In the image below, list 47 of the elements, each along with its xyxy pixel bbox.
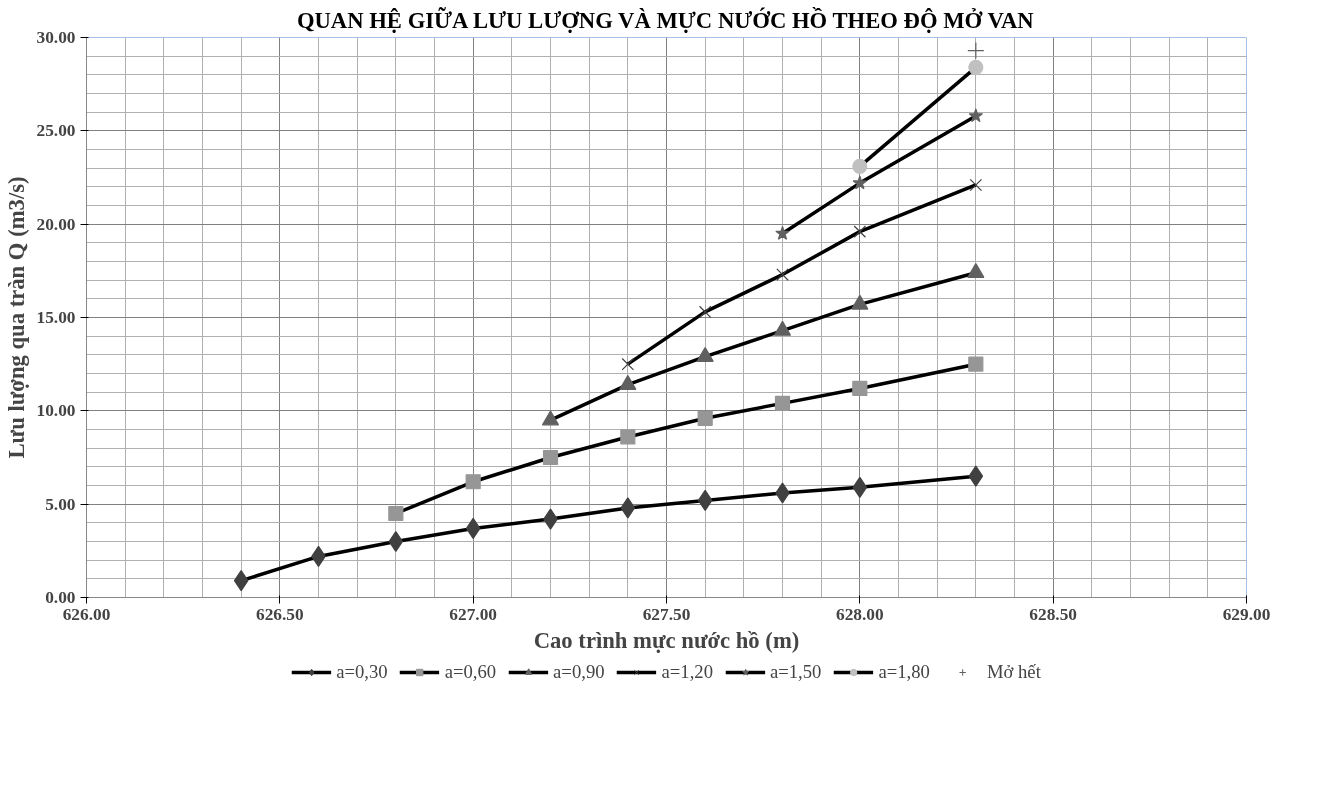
point [698,305,712,319]
chart-title: QUAN HỆ GIỮA LƯU LƯỢNG VÀ MỰC NƯỚC HỒ THEO ĐỘ MỞ VAN [296,6,1035,33]
point [465,474,481,490]
point [852,158,868,174]
x-axis-title: Cao trình mực nước hồ (m) [533,627,800,653]
point [852,476,868,498]
point [620,429,636,445]
legend-label: a=1,80 [878,661,930,683]
y-tick-label: 5.00 [45,494,76,514]
x-tick-label: 628.50 [1029,604,1077,624]
legend-label: a=0,30 [336,661,388,683]
point [968,59,984,75]
legend-label: a=1,50 [769,661,822,683]
point [621,357,635,371]
point [776,268,789,281]
point [968,108,984,123]
x-tick-label: 627.00 [449,604,497,624]
x-tick-label: 628.00 [836,604,884,624]
y-tick-label: 20.00 [36,214,76,234]
y-axis-title: Lưu lượng qua tràn Q (m3/s) [3,176,29,459]
point [542,449,559,466]
point [853,225,867,238]
legend-label: a=0,60 [444,661,497,683]
point [775,225,790,240]
legend-label: a=1,20 [661,661,713,683]
point [697,410,713,426]
x-tick-label: 626.00 [62,604,111,624]
point [967,41,985,60]
y-tick-label: 15.00 [36,308,76,327]
y-tick-label: 10.00 [36,401,76,421]
y-tick-label: 25.00 [36,121,76,141]
point [968,356,984,372]
y-tick-label: 30.00 [36,28,76,47]
point [233,570,249,592]
legend-label: Mở hết [986,661,1041,683]
x-tick-label: 629.00 [1222,604,1271,624]
point [852,380,868,397]
x-tick-label: 627.50 [642,604,691,624]
point [620,497,636,519]
point [969,178,983,192]
point [388,505,404,522]
point [774,395,791,411]
point [968,465,984,487]
x-tick-label: 626.50 [256,604,304,624]
y-tick-label: 0.00 [45,588,76,607]
point [852,175,868,190]
legend-label: a=0,90 [553,661,605,683]
